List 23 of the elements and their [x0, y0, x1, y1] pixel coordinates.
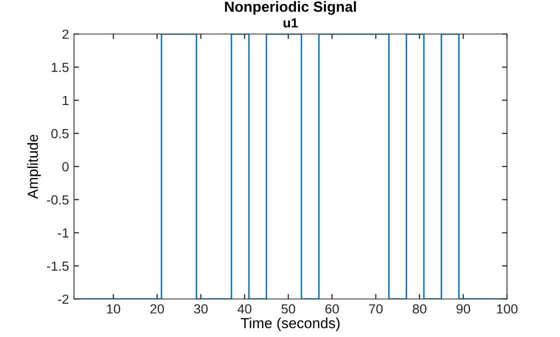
y-tick-label: -0.5: [46, 195, 69, 205]
y-tick-label: -2: [58, 294, 68, 304]
y-tick-label: -1: [58, 228, 68, 238]
x-tick-label: 30: [194, 304, 208, 314]
y-tick-label: -1.5: [46, 262, 69, 271]
x-tick-label: 40: [238, 304, 252, 314]
y-tick-label: 1.5: [52, 62, 69, 72]
x-tick-label: 80: [412, 304, 426, 314]
x-tick-label: 100: [497, 304, 518, 314]
y-tick-label: 0: [62, 162, 69, 172]
y-tick-label: 0.5: [51, 128, 69, 138]
chart-title: Nonperiodic Signal: [225, 1, 356, 15]
y-tick-label: 2: [62, 30, 68, 39]
y-tick-label: 1: [62, 96, 68, 106]
x-tick-label: 50: [282, 304, 296, 314]
chart-subtitle: u1: [284, 18, 298, 28]
x-tick-label: 70: [369, 304, 383, 314]
x-tick-label: 20: [150, 304, 164, 314]
x-tick-label: 90: [456, 304, 470, 314]
x-tick-label: 10: [107, 304, 120, 314]
y-axis-title: Amplitude: [27, 134, 41, 199]
x-tick-label: 60: [325, 304, 339, 314]
x-axis-title: Time (seconds): [240, 318, 340, 332]
